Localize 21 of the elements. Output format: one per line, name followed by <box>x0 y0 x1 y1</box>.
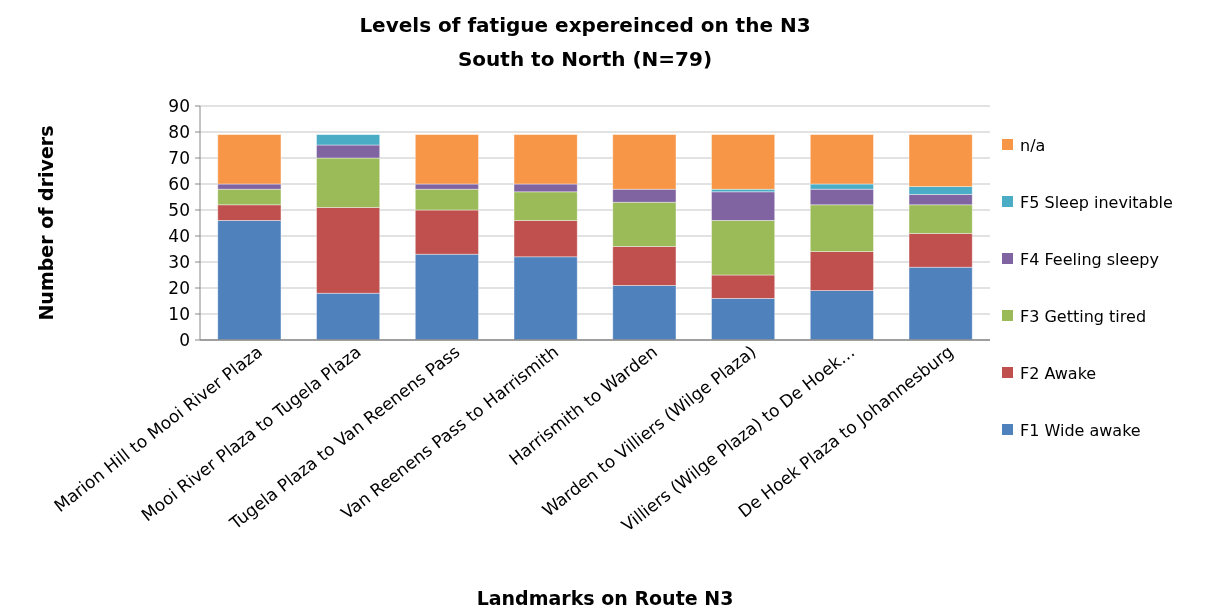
chart-subtitle: South to North (N=79) <box>457 47 713 71</box>
y-tick-label: 70 <box>168 147 190 168</box>
legend-label: F2 Awake <box>1020 363 1097 383</box>
y-tick-label: 80 <box>168 121 190 142</box>
chart-title: Levels of fatigue expereinced on the N3 <box>359 13 811 37</box>
y-tick-label: 40 <box>168 225 190 246</box>
y-tick-label: 60 <box>168 173 190 194</box>
y-axis-title: Number of drivers <box>35 125 57 321</box>
y-tick-label: 50 <box>168 199 190 220</box>
y-tick-label: 20 <box>168 277 190 298</box>
legend-label: F5 Sleep inevitable <box>1020 192 1173 212</box>
y-tick-label: 90 <box>168 95 190 116</box>
y-tick-label: 30 <box>168 251 190 272</box>
legend-label: n/a <box>1020 135 1046 155</box>
legend-label: F1 Wide awake <box>1020 420 1141 440</box>
legend-label: F4 Feeling sleepy <box>1020 249 1159 269</box>
y-tick-label: 0 <box>179 329 190 350</box>
x-axis-title: Landmarks on Route N3 <box>476 587 734 609</box>
y-tick-label: 10 <box>168 303 190 324</box>
bar <box>711 134 776 190</box>
legend-label: F3 Getting tired <box>1020 306 1147 326</box>
